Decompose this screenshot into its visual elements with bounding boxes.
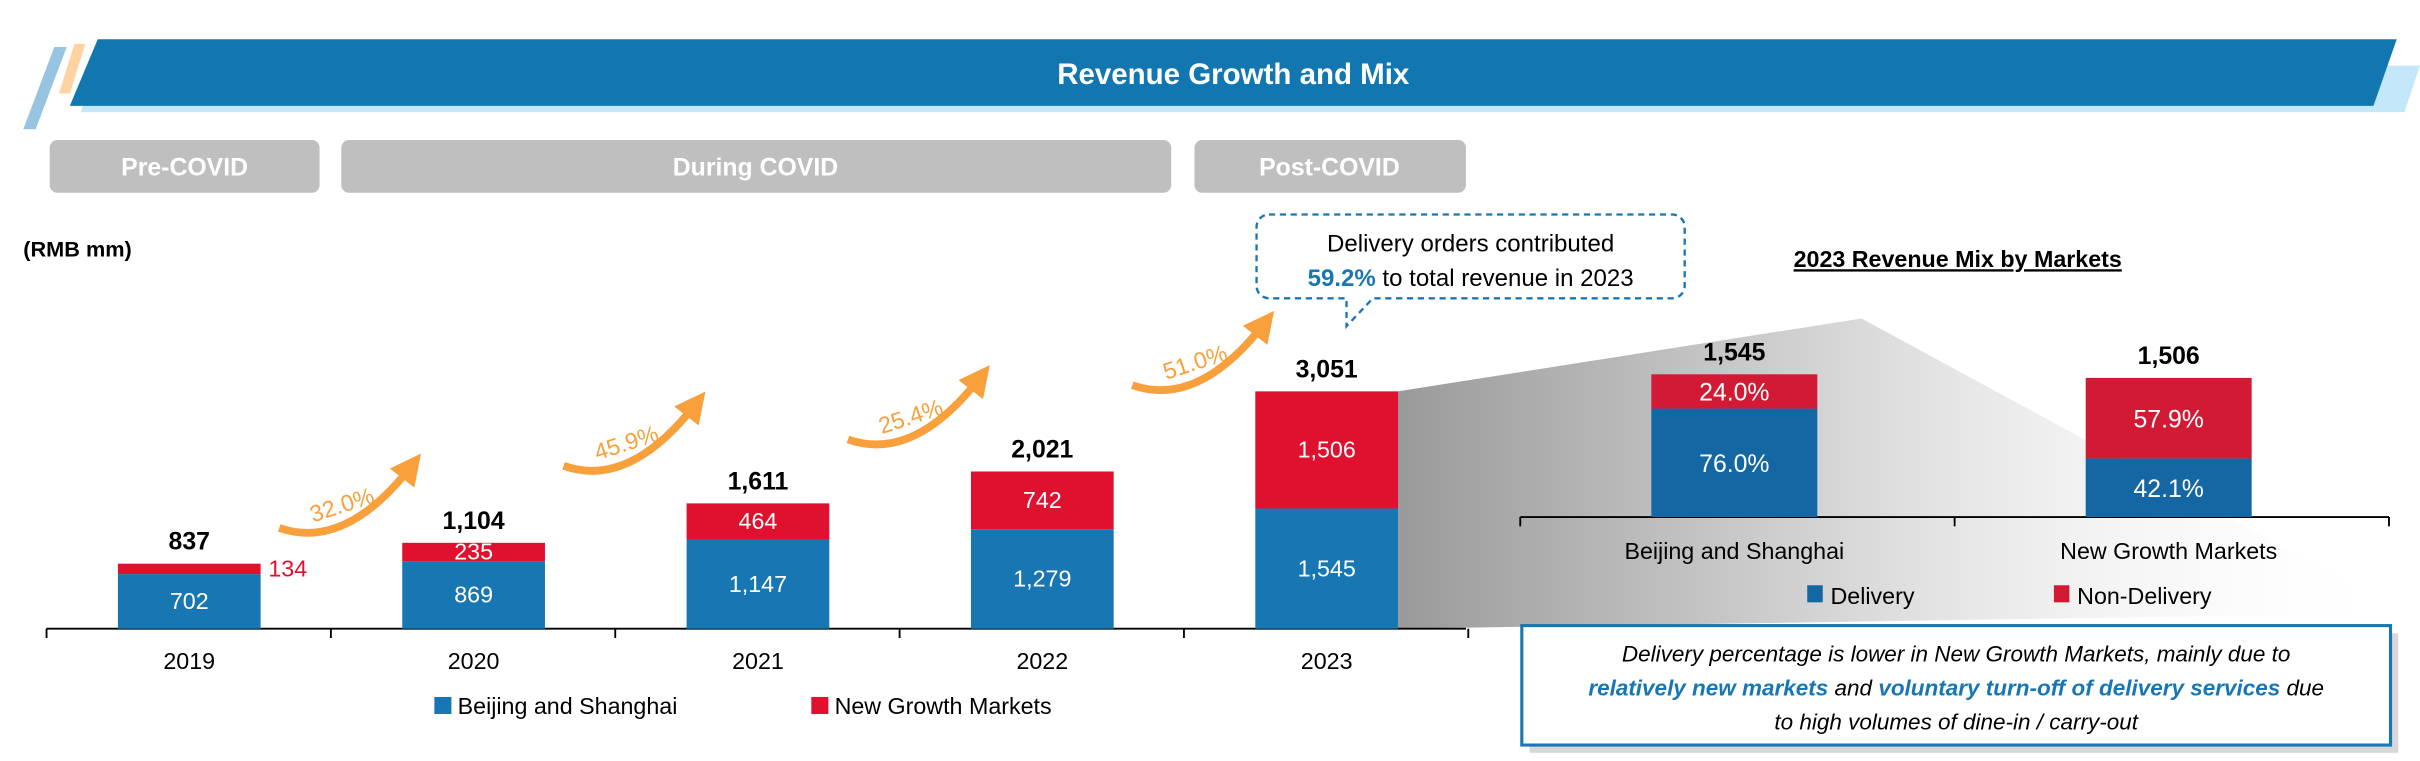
x-tick-label: 2019 — [163, 648, 215, 674]
mix-bar-delivery — [1651, 408, 1818, 518]
title-banner: Revenue Growth and Mix — [23, 39, 2420, 130]
mix-x-tick-label: Beijing and Shanghai — [1624, 538, 1844, 564]
mix-legend-swatch — [1807, 585, 1823, 603]
mix-legend-swatch — [2053, 585, 2070, 603]
bar-beijing-shanghai-2022 — [970, 529, 1114, 629]
data-label: 464 — [739, 508, 778, 534]
phase-pre-covid-label: Pre-COVID — [121, 155, 248, 182]
x-tick-label: 2021 — [732, 648, 784, 674]
revenue-chart: 702 134 837 2019 869 235 1,104 2020 1,147 464 1,61… — [45, 310, 1470, 719]
total-label: 2,021 — [1011, 437, 1073, 464]
bar-beijing-shanghai-2023 — [1255, 508, 1399, 629]
mix-legend-label: Non-Delivery — [2077, 583, 2212, 609]
data-label: 235 — [454, 539, 493, 565]
data-label: 1,147 — [729, 571, 787, 597]
mix-x-tick-label: New Growth Markets — [2060, 538, 2277, 564]
callout-highlight: 59.2% — [1308, 265, 1376, 292]
data-label: 134 — [268, 556, 307, 582]
bar-new-growth-2020 — [402, 542, 545, 562]
mix-chart-title: 2023 Revenue Mix by Markets — [1794, 246, 2122, 272]
growth-label: 32.0% — [307, 482, 378, 527]
phase-post-covid-label: Post-COVID — [1259, 155, 1400, 182]
total-label: 1,611 — [728, 468, 789, 495]
bar-beijing-shanghai-2021 — [686, 539, 830, 629]
zoom-connector — [1397, 318, 2405, 629]
note-line2: relatively new markets and voluntary tur… — [1588, 675, 2324, 700]
mix-data-label: 24.0% — [1699, 380, 1769, 407]
note-text: due — [2280, 675, 2324, 700]
growth-label: 45.9% — [591, 420, 662, 465]
phase-during-covid-label: During COVID — [673, 155, 838, 182]
bar-beijing-shanghai-2019 — [117, 574, 261, 629]
growth-label: 51.0% — [1160, 339, 1231, 384]
callout-line2: 59.2% to total revenue in 2023 — [1308, 265, 1634, 292]
callout-line2-rest: to total revenue in 2023 — [1376, 265, 1634, 292]
mix-legend-label: Delivery — [1831, 583, 1915, 609]
banner-accent-orange — [58, 43, 86, 94]
callout-box — [1255, 213, 1686, 330]
total-label: 3,051 — [1296, 356, 1358, 383]
data-label: 702 — [170, 588, 209, 614]
mix-total-label: 1,545 — [1703, 339, 1765, 366]
note-highlight-1: relatively new markets — [1588, 675, 1828, 700]
unit-label: (RMB mm) — [23, 236, 132, 261]
growth-label: 25.4% — [875, 394, 946, 439]
total-label: 837 — [169, 529, 210, 556]
total-label: 1,104 — [443, 508, 505, 535]
bar-new-growth-2022 — [970, 471, 1114, 530]
phase-pills: Pre-COVID During COVID Post-COVID — [49, 140, 1466, 193]
growth-arrow — [562, 391, 706, 475]
note-line3: to high volumes of dine-in / carry-out — [1774, 710, 2139, 735]
legend-label: Beijing and Shanghai — [458, 693, 678, 719]
bar-beijing-shanghai-2020 — [402, 561, 545, 629]
legend-label: New Growth Markets — [835, 693, 1052, 719]
note-box: Delivery percentage is lower in New Grow… — [1520, 624, 2399, 753]
mix-data-label: 42.1% — [2134, 476, 2204, 503]
revenue-mix-chart: 2023 Revenue Mix by Markets 76.0% 24.0% 1,… — [1519, 246, 2390, 609]
data-label: 742 — [1023, 487, 1062, 513]
data-label: 1,506 — [1298, 437, 1356, 463]
mix-bar-non-delivery — [2085, 377, 2252, 459]
banner-bar — [69, 39, 2397, 106]
data-label: 1,279 — [1013, 566, 1071, 592]
mix-data-label: 76.0% — [1699, 451, 1769, 478]
mix-bar-delivery — [2085, 458, 2252, 518]
legend-swatch — [811, 696, 829, 715]
bar-new-growth-2019 — [117, 563, 261, 575]
note-line1: Delivery percentage is lower in New Grow… — [1622, 641, 2291, 666]
mix-data-label: 57.9% — [2134, 406, 2204, 433]
bar-new-growth-2023 — [1255, 391, 1399, 509]
banner-accent-blue — [23, 46, 67, 130]
growth-arrow — [846, 365, 990, 449]
note-highlight-2: voluntary turn-off of delivery services — [1878, 675, 2280, 700]
callout: Delivery orders contributed 59.2% to tot… — [1255, 213, 1686, 330]
phase-pre-covid — [49, 140, 320, 193]
growth-arrow — [277, 453, 422, 537]
legend-swatch — [434, 696, 452, 715]
data-label: 1,545 — [1298, 555, 1356, 581]
mix-bar-non-delivery — [1651, 374, 1818, 409]
note-text: and — [1828, 675, 1878, 700]
x-tick-label: 2020 — [448, 648, 500, 674]
x-tick-label: 2023 — [1301, 648, 1353, 674]
data-label: 869 — [454, 582, 493, 608]
phase-post-covid — [1194, 140, 1466, 193]
growth-arrow — [1130, 310, 1275, 394]
phase-during-covid — [341, 140, 1172, 193]
callout-line1: Delivery orders contributed — [1327, 231, 1614, 258]
mix-total-label: 1,506 — [2138, 343, 2200, 370]
note-box-frame — [1520, 624, 2393, 747]
page-title: Revenue Growth and Mix — [1057, 58, 1410, 91]
x-tick-label: 2022 — [1016, 648, 1068, 674]
bar-new-growth-2021 — [686, 503, 830, 540]
